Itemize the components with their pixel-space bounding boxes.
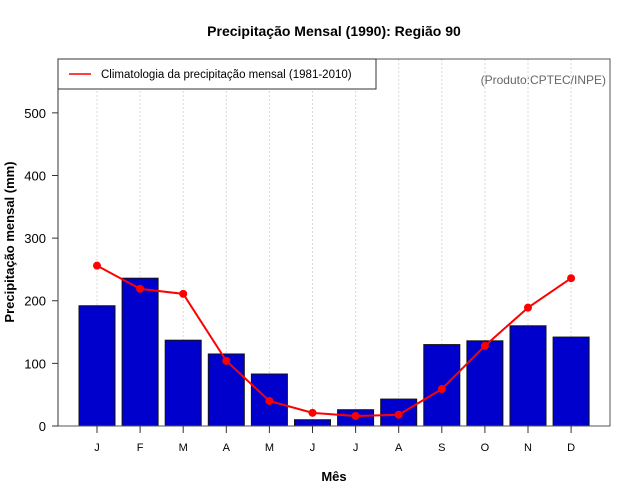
climatology-point: [351, 411, 360, 420]
y-tick-label: 0: [39, 419, 46, 434]
y-tick-label: 200: [24, 294, 46, 309]
climatology-line: [93, 261, 576, 420]
climatology-point: [308, 408, 317, 417]
bar: [509, 325, 547, 427]
legend-entry-climatology: Climatologia da precipitação mensal (198…: [101, 69, 352, 81]
x-tick-label: J: [353, 442, 359, 454]
bar: [207, 353, 245, 427]
bar: [78, 305, 116, 427]
legend-box: [57, 58, 377, 90]
x-tick-label: J: [94, 442, 100, 454]
climatology-point: [567, 274, 576, 283]
y-tick-label: 300: [24, 231, 46, 246]
climatology-point: [265, 396, 274, 405]
x-tick-label: S: [438, 442, 445, 454]
x-tick-label: D: [567, 442, 575, 454]
climatology-point: [93, 261, 101, 270]
y-tick-label: 400: [24, 168, 46, 183]
x-tick-label: A: [395, 442, 403, 454]
x-tick-label: F: [137, 442, 144, 454]
y-axis-label: Precipitação mensal (mm): [2, 161, 17, 322]
bar: [294, 419, 331, 427]
chart-title: Precipitação Mensal (1990): Região 90: [207, 23, 461, 39]
climatology-point: [179, 289, 188, 298]
climatology-point: [437, 385, 446, 394]
y-tick-label: 500: [24, 106, 46, 121]
climatology-polyline: [96, 264, 572, 417]
x-axis-label: Mês: [321, 469, 346, 484]
legend: Climatologia da precipitação mensal (198…: [57, 58, 377, 90]
climatology-point: [222, 356, 231, 365]
climatology-point: [480, 341, 489, 350]
bars: [78, 277, 590, 427]
x-tick-label: A: [223, 442, 231, 454]
bar: [121, 277, 159, 427]
climatology-point: [136, 284, 145, 293]
bar: [466, 340, 504, 427]
bar: [164, 339, 202, 427]
x-tick-label: O: [481, 442, 490, 454]
bar: [552, 336, 590, 427]
y-tick-label: 100: [24, 356, 46, 371]
x-tick-label: J: [310, 442, 316, 454]
climatology-point: [394, 410, 403, 419]
x-tick-label: N: [524, 442, 532, 454]
y-axis: 0 100 200 300 400 500: [24, 59, 59, 434]
x-tick-label: M: [265, 442, 274, 454]
climatology-point: [524, 303, 532, 312]
x-tick-label: M: [179, 442, 188, 454]
credit-annotation: (Produto:CPTEC/INPE): [481, 73, 606, 87]
